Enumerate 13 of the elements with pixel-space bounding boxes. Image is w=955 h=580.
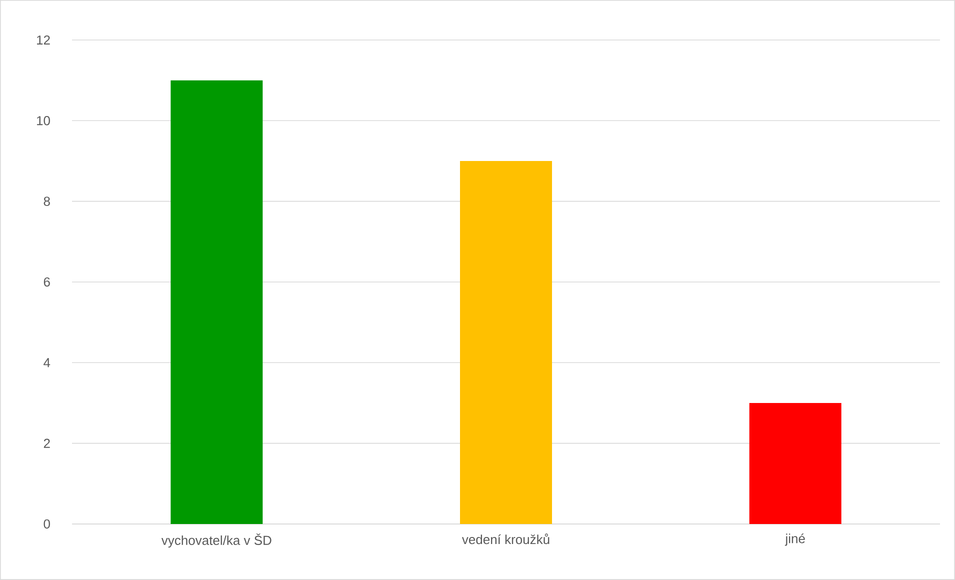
y-tick-label: 2 (44, 438, 50, 448)
bar (170, 80, 263, 524)
bar (749, 402, 842, 524)
x-tick-label: vychovatel/ka v ŠD (161, 534, 272, 548)
y-tick-label: 8 (44, 196, 50, 206)
y-tick-label: 4 (44, 358, 50, 368)
bar (460, 160, 552, 524)
y-tick-label: 0 (44, 519, 50, 529)
x-tick-label: vedení kroužků (462, 534, 550, 544)
y-tick-label: 6 (44, 277, 50, 287)
y-tick-label: 10 (37, 116, 50, 126)
y-tick-label: 12 (37, 35, 50, 45)
x-tick-label: jiné (784, 534, 805, 546)
